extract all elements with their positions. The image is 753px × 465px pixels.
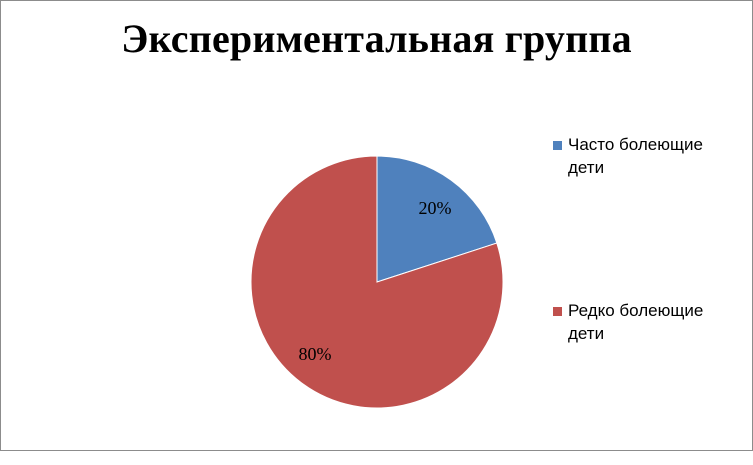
chart-title: Экспериментальная группа bbox=[121, 16, 632, 61]
data-label-rarely-ill: 80% bbox=[299, 344, 332, 364]
legend-swatch-frequently-ill bbox=[553, 141, 562, 150]
data-label-frequently-ill: 20% bbox=[419, 198, 452, 218]
chart-area: Экспериментальная группа 20% 80% Часто б… bbox=[0, 0, 753, 451]
pie-slice-frequently-ill bbox=[376, 155, 498, 283]
legend-item-rarely-ill: Редко болеющие дети bbox=[553, 299, 743, 377]
legend-label-frequently-ill: Часто болеющие дети bbox=[568, 135, 703, 177]
pie-chart: 20% 80% bbox=[250, 155, 504, 409]
legend-item-frequently-ill: Часто болеющие дети bbox=[553, 133, 743, 211]
pie-slice-rarely-ill bbox=[250, 155, 504, 409]
legend-label-rarely-ill: Редко болеющие дети bbox=[568, 301, 704, 343]
legend-swatch-rarely-ill bbox=[553, 307, 562, 316]
legend: Часто болеющие дети Редко болеющие дети bbox=[553, 133, 743, 465]
